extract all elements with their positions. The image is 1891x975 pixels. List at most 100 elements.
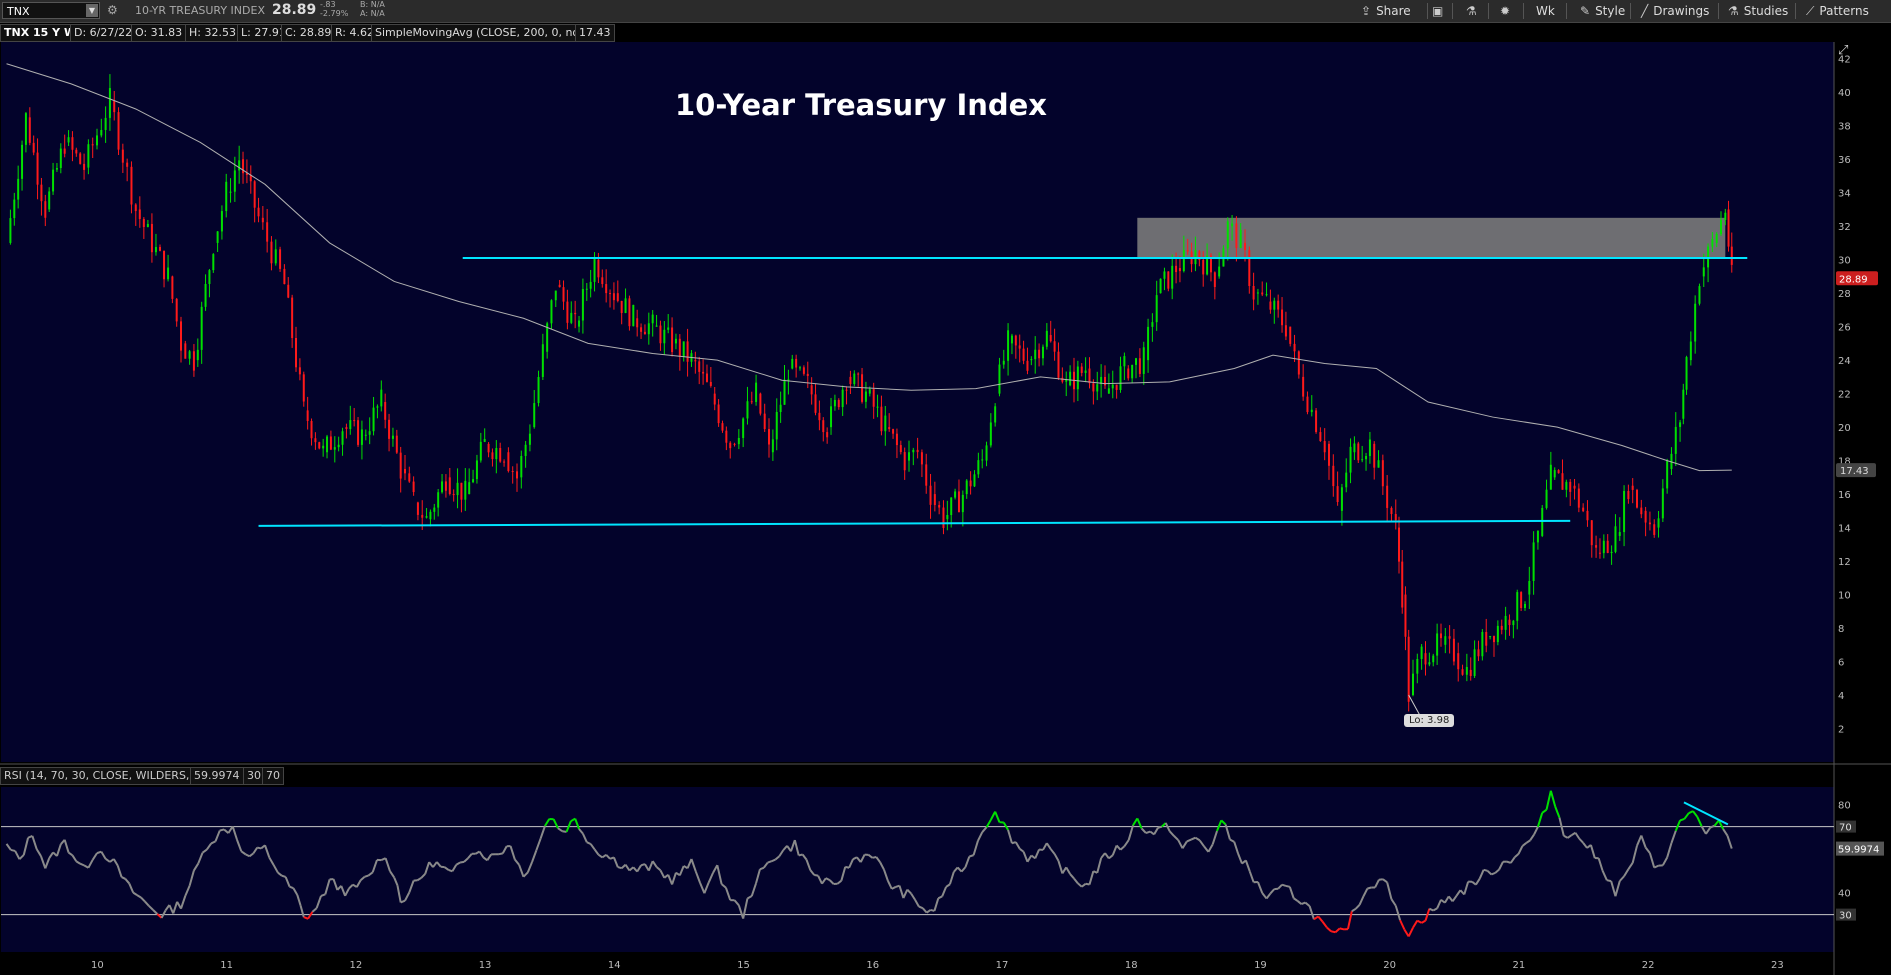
resistance-zone[interactable] bbox=[1137, 217, 1726, 258]
rsi-line-segment bbox=[581, 833, 588, 843]
price-candle bbox=[678, 338, 681, 357]
rsi-line-segment bbox=[214, 830, 221, 842]
save-button[interactable]: ▣ bbox=[1432, 2, 1448, 20]
chart-title: 10-Year Treasury Index bbox=[675, 88, 1048, 122]
price-candle bbox=[1452, 638, 1455, 662]
rsi-line-segment bbox=[1554, 805, 1561, 818]
rsi-line-segment bbox=[1509, 856, 1516, 864]
rsi-divergence-line[interactable] bbox=[1683, 801, 1729, 826]
chart-settings-button[interactable]: ✹ bbox=[1500, 2, 1515, 20]
rsi-level-tag-text: 30 bbox=[1839, 911, 1852, 922]
price-candle bbox=[499, 448, 502, 462]
rsi-line-segment bbox=[40, 855, 47, 869]
rsi-line-segment bbox=[605, 854, 611, 860]
rsi-line-segment bbox=[501, 845, 508, 854]
rsi-line-segment bbox=[1424, 908, 1431, 921]
rsi-line-segment bbox=[311, 907, 318, 913]
price-candle bbox=[364, 434, 367, 436]
price-candle bbox=[59, 148, 62, 168]
share-button[interactable]: ⇪ Share bbox=[1361, 2, 1411, 20]
rsi-line-segment bbox=[742, 898, 749, 919]
rsi-line-segment bbox=[945, 883, 951, 888]
bar-high: H: 32.53 bbox=[185, 24, 240, 42]
rsi-line-segment bbox=[87, 859, 94, 869]
price-candle bbox=[171, 276, 174, 299]
sma-study-label[interactable]: SimpleMovingAvg (CLOSE, 200, 0, no) bbox=[371, 24, 588, 42]
price-candle bbox=[1444, 636, 1447, 645]
rsi-line-segment bbox=[1614, 880, 1621, 897]
price-candle bbox=[872, 389, 875, 407]
price-candle bbox=[1332, 465, 1335, 487]
price-candle bbox=[1394, 514, 1397, 521]
sma-200-line[interactable] bbox=[6, 63, 1732, 472]
rsi-value-tag-text: 59.9974 bbox=[1838, 845, 1879, 856]
rsi-line-segment bbox=[1670, 830, 1677, 844]
price-candle bbox=[779, 404, 782, 412]
price-candle bbox=[799, 367, 802, 369]
price-candle bbox=[1010, 335, 1013, 344]
rsi-line-segment bbox=[1108, 854, 1114, 860]
price-candle bbox=[1636, 489, 1638, 508]
price-candle bbox=[671, 327, 674, 353]
rsi-line-segment bbox=[1601, 870, 1608, 881]
rsi-line-segment bbox=[1447, 895, 1454, 902]
price-chart[interactable]: 2468101214161820222426283032343638404210… bbox=[0, 42, 1891, 975]
rsi-line-segment bbox=[1186, 838, 1192, 843]
price-candle bbox=[425, 516, 428, 518]
price-candle bbox=[1014, 335, 1017, 346]
rsi-line-segment bbox=[188, 870, 195, 887]
price-candle bbox=[667, 327, 670, 330]
price-candle bbox=[1310, 409, 1313, 413]
price-candle bbox=[326, 436, 329, 453]
price-candle bbox=[1520, 592, 1523, 609]
price-candle bbox=[1252, 285, 1255, 300]
price-candle bbox=[360, 429, 363, 445]
symbol-input[interactable]: TNX ▼ bbox=[2, 2, 100, 19]
price-candle bbox=[448, 477, 451, 494]
rsi-line-segment bbox=[1700, 825, 1707, 835]
price-candle bbox=[1119, 366, 1122, 390]
drawings-button[interactable]: ╱ Drawings bbox=[1641, 2, 1709, 20]
studies-button[interactable]: ⚗ Studies bbox=[1728, 2, 1788, 20]
price-candle bbox=[868, 389, 871, 394]
price-candle bbox=[83, 163, 86, 170]
rsi-line-segment bbox=[1002, 822, 1009, 831]
rsi-line-segment bbox=[1049, 848, 1056, 855]
rsi-line-segment bbox=[1011, 841, 1017, 845]
sma-price-tag-text: 17.43 bbox=[1840, 466, 1869, 477]
patterns-button[interactable]: ⟋ Patterns bbox=[1806, 2, 1869, 20]
rsi-line-segment bbox=[840, 866, 847, 881]
price-candle bbox=[1424, 653, 1427, 665]
rsi-line-segment bbox=[1334, 927, 1341, 933]
aggregation-button[interactable]: Wk bbox=[1536, 2, 1555, 20]
rsi-line-segment bbox=[1506, 860, 1512, 864]
rsi-line-segment bbox=[193, 863, 200, 871]
support-trendline[interactable] bbox=[258, 519, 1571, 527]
price-candle bbox=[709, 381, 712, 386]
chevron-down-icon[interactable]: ▼ bbox=[86, 4, 98, 17]
symbol-period[interactable]: TNX 15 Y W bbox=[0, 24, 81, 42]
price-candle bbox=[717, 404, 720, 424]
price-candle bbox=[1319, 432, 1322, 442]
rsi-line-segment bbox=[514, 858, 520, 866]
rsi-line-segment bbox=[1494, 868, 1500, 874]
time-axis-tick: 18 bbox=[1125, 960, 1138, 971]
price-candle bbox=[511, 470, 514, 472]
price-candle bbox=[1353, 443, 1356, 453]
settings-gear-icon[interactable]: ⚙ bbox=[107, 3, 118, 17]
price-candle bbox=[1022, 348, 1025, 361]
gear-icon: ✹ bbox=[1500, 4, 1511, 18]
rsi-line-segment bbox=[1111, 845, 1118, 856]
price-candle bbox=[1100, 376, 1103, 385]
rsi-line-segment bbox=[432, 861, 438, 868]
rsi-line-segment bbox=[160, 910, 167, 919]
rsi-line-segment bbox=[716, 864, 723, 885]
style-button[interactable]: ✎ Style bbox=[1580, 2, 1625, 20]
rsi-study-label[interactable]: RSI (14, 70, 30, CLOSE, WILDERS, no) bbox=[0, 767, 215, 785]
price-candle bbox=[989, 422, 992, 446]
rsi-line-segment bbox=[1541, 808, 1548, 814]
flask-button[interactable]: ⚗ bbox=[1466, 2, 1482, 20]
price-candle bbox=[686, 341, 689, 362]
price-candle bbox=[175, 298, 178, 322]
rsi-line-segment bbox=[1692, 810, 1699, 818]
